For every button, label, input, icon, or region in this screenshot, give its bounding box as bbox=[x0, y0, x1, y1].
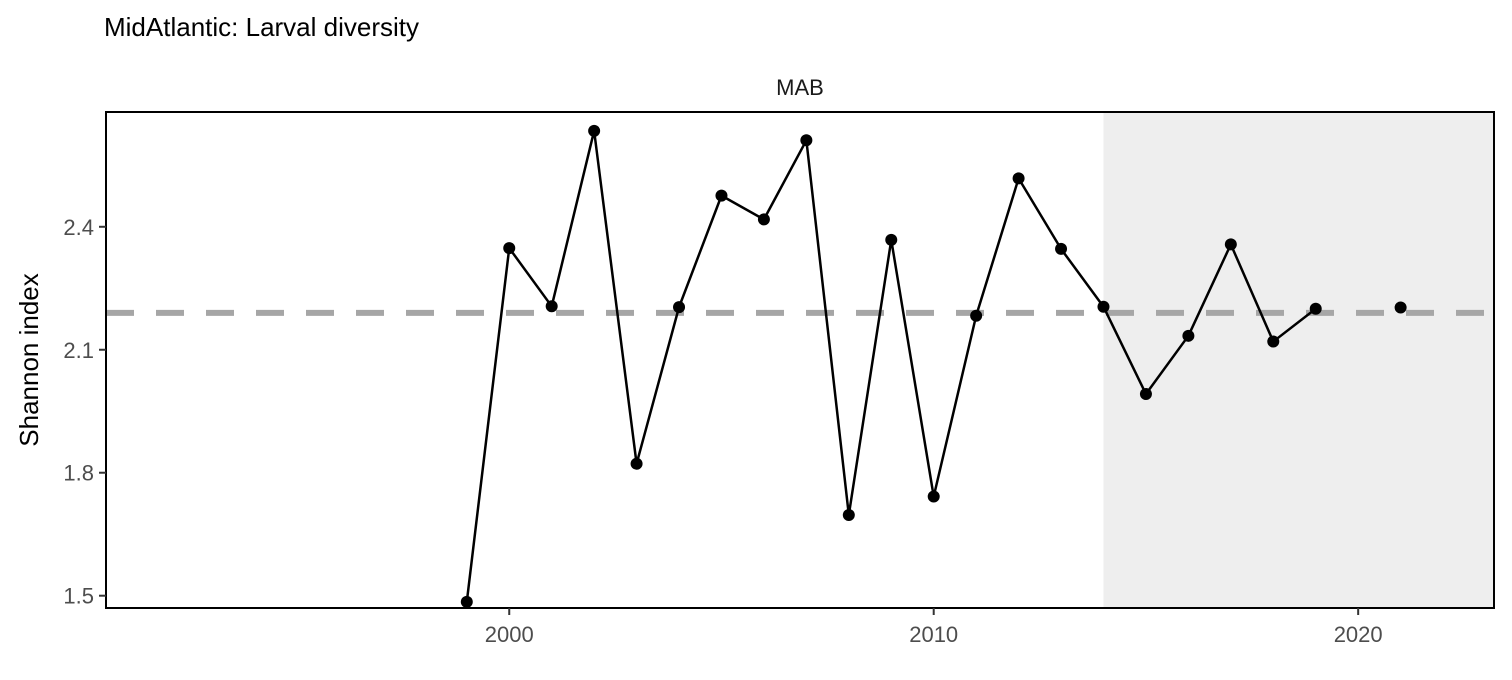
shaded-recent-period bbox=[1103, 112, 1494, 608]
y-tick-label: 1.5 bbox=[63, 584, 94, 609]
data-point bbox=[630, 457, 643, 470]
data-point bbox=[1097, 300, 1110, 313]
data-point bbox=[1055, 242, 1068, 255]
y-tick-label: 1.8 bbox=[63, 461, 94, 486]
shade-layer bbox=[1103, 112, 1494, 608]
axes-layer: 1.5 1.8 2.1 2.4 2000 2010 2020 bbox=[63, 111, 1495, 647]
data-point bbox=[673, 301, 686, 314]
facet-label: MAB bbox=[776, 75, 824, 100]
chart-title: MidAtlantic: Larval diversity bbox=[104, 12, 419, 42]
data-point bbox=[545, 300, 558, 313]
data-point bbox=[1394, 301, 1407, 314]
data-point bbox=[588, 124, 601, 137]
data-point bbox=[927, 490, 940, 503]
data-point bbox=[757, 213, 770, 226]
panel-border bbox=[105, 111, 1495, 609]
x-tick-label: 2000 bbox=[485, 622, 534, 647]
data-point bbox=[1139, 388, 1152, 401]
data-point bbox=[1224, 238, 1237, 251]
data-point bbox=[1309, 302, 1322, 315]
y-tick-label: 2.4 bbox=[63, 215, 94, 240]
series-layer bbox=[460, 124, 1407, 608]
data-point bbox=[1267, 335, 1280, 348]
y-axis-title: Shannon index bbox=[14, 273, 44, 446]
y-tick-label: 2.1 bbox=[63, 338, 94, 363]
x-tick-label: 2020 bbox=[1334, 622, 1383, 647]
data-point bbox=[842, 508, 855, 521]
data-point bbox=[460, 595, 473, 608]
data-point bbox=[1182, 329, 1195, 342]
data-point bbox=[1012, 172, 1025, 185]
data-point bbox=[970, 309, 983, 322]
data-point bbox=[503, 242, 516, 255]
data-point bbox=[800, 134, 813, 147]
data-point bbox=[885, 233, 898, 246]
data-point bbox=[715, 189, 728, 202]
x-tick-label: 2010 bbox=[909, 622, 958, 647]
